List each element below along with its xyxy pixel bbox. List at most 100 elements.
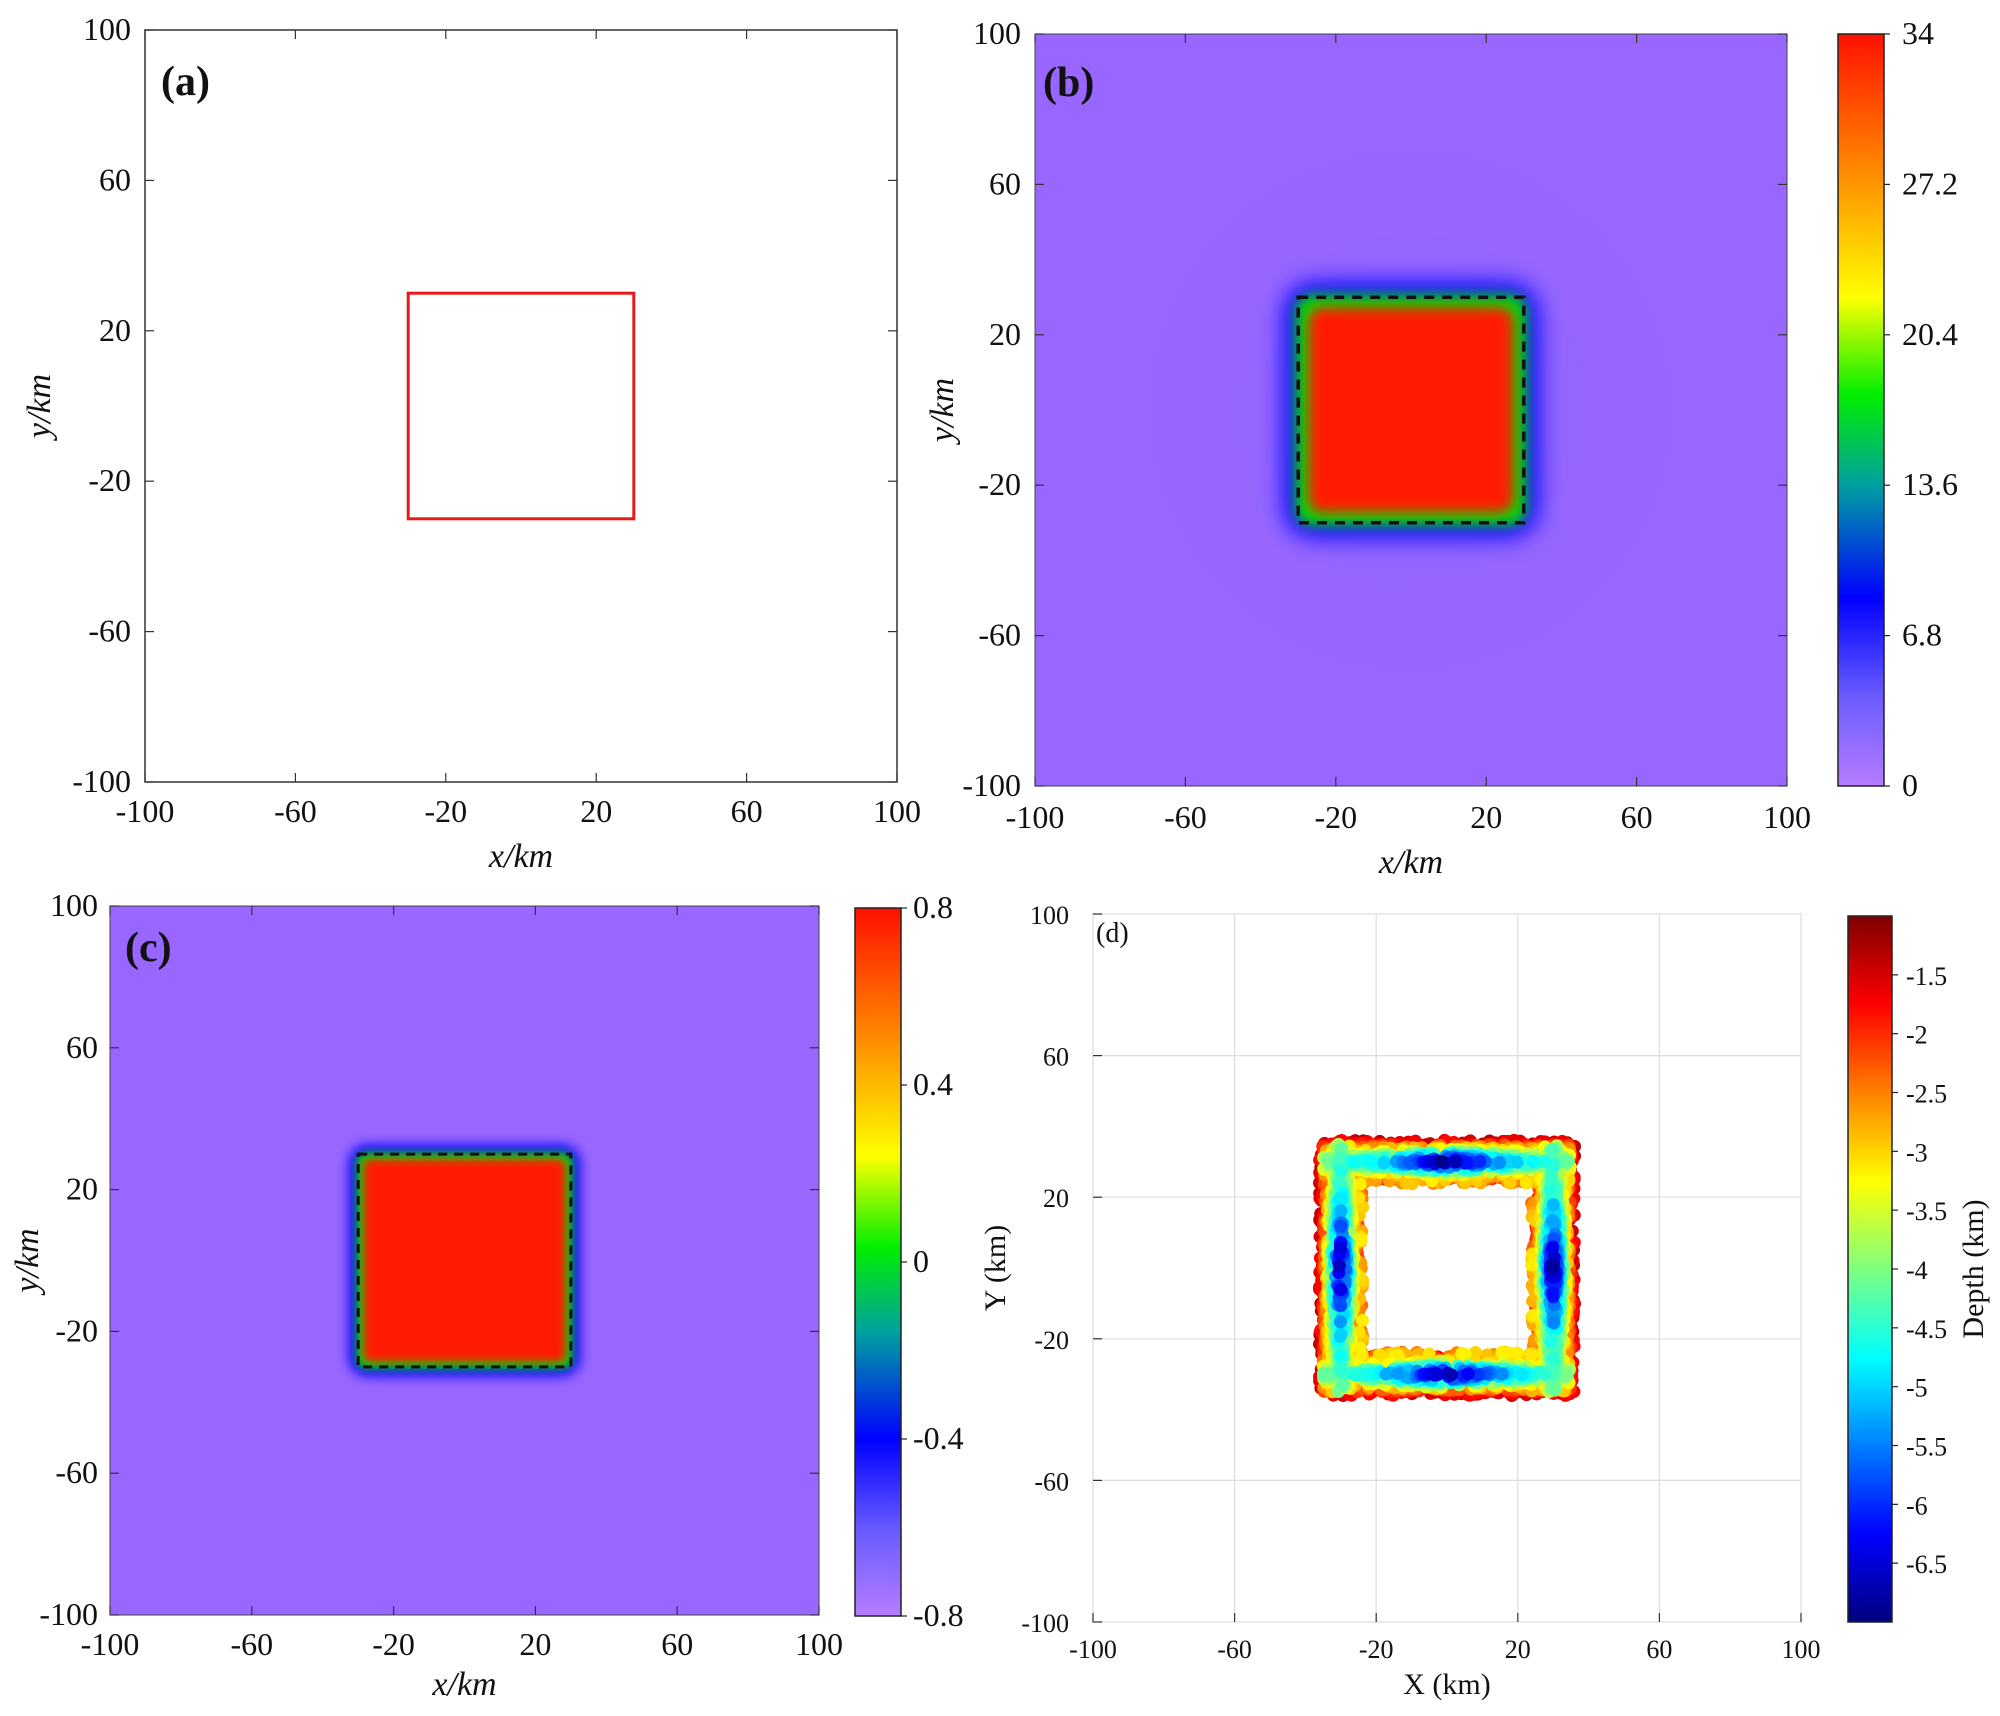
panel-d-colorbar-tick-label: -6.5 <box>1906 1550 1947 1579</box>
panel-d-y-tick-label: -20 <box>1034 1326 1069 1355</box>
panel-d-data-point <box>1545 1213 1559 1227</box>
panel-d-x-tick-label: -60 <box>1217 1635 1252 1664</box>
panel-d-data-point <box>1399 1176 1413 1190</box>
panel-d-data-point <box>1348 1368 1362 1382</box>
panel-d-data-point <box>1546 1315 1560 1329</box>
panel-d-plot-area <box>1092 913 1802 1623</box>
panel-d-data-point <box>1391 1366 1405 1380</box>
panel-d-colorbar-tick-label: -2.5 <box>1906 1080 1947 1109</box>
panel-a-y-tick-label: -100 <box>72 763 131 799</box>
panel-d-data-point <box>1546 1198 1560 1212</box>
panel-b-y-axis-label: y/km <box>924 378 961 445</box>
panel-d-data-point <box>1516 1368 1530 1382</box>
panel-d-data-point <box>1495 1345 1509 1359</box>
panel-d-data-point <box>1334 1349 1348 1363</box>
panel-c-colorbar-tick-label: -0.4 <box>913 1420 964 1456</box>
panel-c-colorbar-tick-label: -0.8 <box>913 1597 964 1633</box>
panel-d-x-axis-label: X (km) <box>1403 1668 1490 1701</box>
panel-c-colorbar-tick-label: 0.4 <box>913 1066 953 1102</box>
panel-d-data-point <box>1377 1156 1391 1170</box>
panel-d-colorbar <box>1847 915 1893 1623</box>
panel-d-data-point <box>1510 1346 1524 1360</box>
panel-d-data-point <box>1422 1347 1436 1361</box>
panel-d-data-point <box>1335 1192 1349 1206</box>
panel-b-x-tick-label: 60 <box>1621 799 1653 835</box>
panel-d-data-point <box>1526 1155 1540 1169</box>
panel-c-colorbar <box>854 907 902 1617</box>
panel-c-x-tick-label: 60 <box>661 1626 693 1662</box>
panel-d-data-point <box>1353 1177 1367 1191</box>
panel-b-y-tick-label: -20 <box>978 466 1021 502</box>
panel-c-y-tick-label: 100 <box>50 887 98 923</box>
panel-d-x-tick-label: 20 <box>1505 1635 1531 1664</box>
panel-d-data-point <box>1461 1367 1475 1381</box>
panel-d-data-point <box>1519 1176 1533 1190</box>
panel-a-label: (a) <box>161 59 210 105</box>
panel-d-data-point <box>1353 1341 1367 1355</box>
panel-c-colorbar-tick-label: 0.8 <box>913 889 953 925</box>
panel-c-y-tick-label: -100 <box>39 1596 98 1632</box>
panel-a-x-axis-label: x/km <box>488 838 553 875</box>
panel-d-data-point <box>1544 1335 1558 1349</box>
panel-d-data-point <box>1458 1347 1472 1361</box>
panel-c-y-tick-label: -60 <box>55 1454 98 1490</box>
panel-b-y-tick-label: 20 <box>989 316 1021 352</box>
panel-c-frame <box>109 905 820 1616</box>
panel-b-x-tick-label: -20 <box>1314 799 1357 835</box>
panel-d-y-tick-label: 60 <box>1043 1043 1069 1072</box>
panel-d-data-point <box>1546 1142 1560 1156</box>
panel-d-y-tick-label: 20 <box>1043 1184 1069 1213</box>
panel-d-data-point <box>1510 1155 1524 1169</box>
panel-d-data-point <box>1333 1329 1347 1343</box>
panel-d-colorbar-tick-label: -3 <box>1906 1138 1928 1167</box>
panel-d-x-tick-label: -100 <box>1069 1635 1117 1664</box>
panel-b-colorbar <box>1837 33 1885 787</box>
panel-a-x-tick-label: -60 <box>274 793 317 829</box>
panel-a-plot-area <box>144 29 898 783</box>
panel-b-x-tick-label: -100 <box>1006 799 1065 835</box>
panel-d-data-point <box>1503 1176 1517 1190</box>
panel-d-data-point <box>1548 1382 1562 1396</box>
panel-d-data-point <box>1332 1259 1346 1273</box>
panel-d-colorbar-tick-label: -5 <box>1906 1374 1928 1403</box>
panel-b-x-tick-label: 20 <box>1470 799 1502 835</box>
panel-a-x-tick-label: -100 <box>116 793 175 829</box>
panel-d-data-point <box>1428 1368 1442 1382</box>
panel-d-data-point <box>1334 1219 1348 1233</box>
panel-a-source-outline <box>406 291 636 521</box>
panel-d-data-point <box>1379 1367 1393 1381</box>
panel-b-block-outline <box>1296 295 1526 525</box>
panel-d-data-point <box>1348 1155 1362 1169</box>
panel-c-label: (c) <box>125 925 172 971</box>
panel-d-data-point <box>1334 1359 1348 1373</box>
panel-a-x-tick-label: -20 <box>424 793 467 829</box>
panel-d-y-tick-label: -100 <box>1021 1609 1069 1638</box>
panel-b-x-axis-label: x/km <box>1378 844 1443 881</box>
panel-b-colorbar-tick-label: 20.4 <box>1902 316 1958 352</box>
panel-c-x-axis-label: x/km <box>431 1666 496 1703</box>
panel-d-data-point <box>1435 1155 1449 1169</box>
panel-d-colorbar-tick-label: -3.5 <box>1906 1197 1947 1226</box>
panel-c-x-tick-label: -20 <box>372 1626 415 1662</box>
panel-c-core-high <box>363 1159 566 1362</box>
panel-d-data-point <box>1334 1204 1348 1218</box>
panel-d-y-tick-label: 100 <box>1030 901 1069 930</box>
panel-d-colorbar-tick-label: -1.5 <box>1906 962 1947 991</box>
panel-b-x-tick-label: 100 <box>1763 799 1811 835</box>
panel-c-y-tick-label: 20 <box>66 1171 98 1207</box>
panel-b-y-tick-label: 100 <box>973 15 1021 51</box>
panel-a-y-tick-label: -20 <box>88 462 131 498</box>
panel-d-label: (d) <box>1096 918 1129 949</box>
panel-d-colorbar-tick-label: -4 <box>1906 1256 1928 1285</box>
panel-d-data-point <box>1364 1154 1378 1168</box>
panel-a-x-tick-label: 20 <box>580 793 612 829</box>
panel-d-data-point <box>1473 1154 1487 1168</box>
panel-d-data-point <box>1334 1283 1348 1297</box>
panel-d-data-point <box>1546 1261 1560 1275</box>
panel-a-y-tick-label: 60 <box>99 161 131 197</box>
panel-c-y-tick-label: -20 <box>55 1312 98 1348</box>
panel-b-colorbar-tick-label: 6.8 <box>1902 617 1942 653</box>
